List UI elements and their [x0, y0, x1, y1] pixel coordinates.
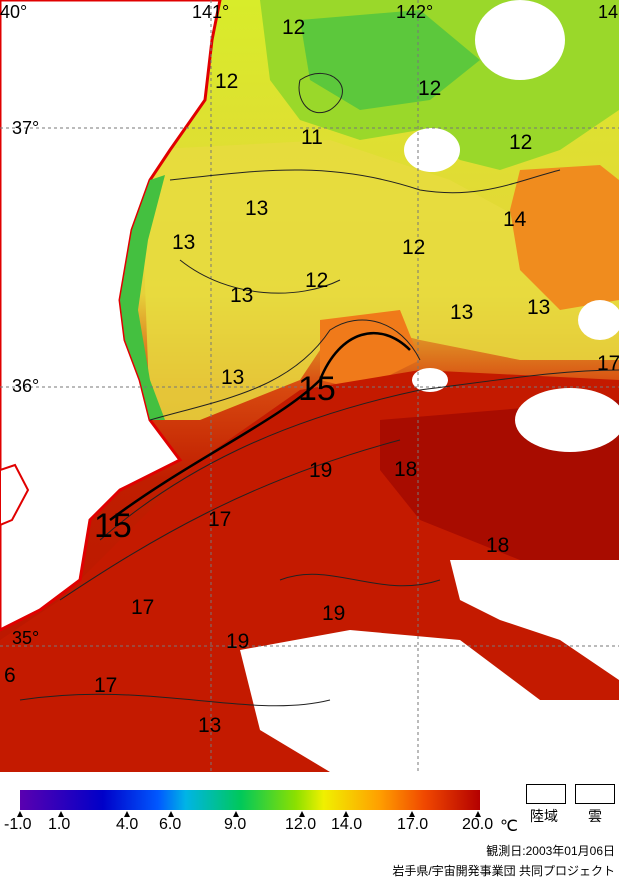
isotherm-label: 13	[230, 284, 254, 307]
isotherm-label: 17	[94, 674, 118, 697]
coastal-green-strip	[120, 175, 165, 420]
scale-tick	[58, 811, 64, 817]
scale-label: 14.0	[331, 816, 363, 833]
isotherm-label: 19	[309, 459, 333, 482]
isotherm-label: 12	[305, 269, 329, 292]
scale-label: 17.0	[397, 816, 429, 833]
isotherm-label: 17	[208, 508, 232, 531]
scale-unit: ℃	[500, 818, 518, 835]
lat-label-35: 35°	[12, 628, 40, 648]
isotherm-label: 14	[503, 208, 527, 231]
scale-tick	[168, 811, 174, 817]
isotherm-label: 13	[172, 231, 196, 254]
warm-eddy-ne	[510, 165, 619, 310]
isotherm-label: 17	[131, 596, 155, 619]
scale-tick	[343, 811, 349, 817]
isotherm-label: 15	[298, 370, 336, 408]
scale-label: 1.0	[48, 816, 71, 833]
isotherm-label: 11	[301, 126, 323, 149]
land-key-label: 陸域	[530, 808, 558, 824]
scale-tick	[124, 811, 130, 817]
isotherm-label: 12	[509, 131, 533, 154]
scale-tick	[299, 811, 305, 817]
lon-label-140: 40°	[0, 2, 28, 22]
cloud-key-box	[575, 784, 615, 804]
lat-label-36: 36°	[12, 376, 40, 396]
scale-label: 9.0	[224, 816, 247, 833]
scale-label: -1.0	[4, 816, 32, 833]
isotherm-label: 12	[402, 236, 426, 259]
cloud-key-label: 雲	[588, 808, 602, 824]
lon-label-143: 14	[598, 2, 619, 22]
isotherm-label: 18	[394, 458, 418, 481]
scale-tick	[233, 811, 239, 817]
scale-tick	[475, 811, 481, 817]
isotherm-label: 18	[486, 534, 510, 557]
isotherm-label: 19	[226, 630, 250, 653]
land-chiba	[0, 463, 30, 527]
isotherm-label: 13	[198, 714, 222, 737]
isotherm-label: 12	[282, 16, 306, 39]
scale-tick	[409, 811, 415, 817]
lat-label-37: 37°	[12, 118, 40, 138]
isotherm-label: 12	[215, 70, 239, 93]
isotherm-label: 13	[450, 301, 474, 324]
temperature-color-scale	[20, 790, 480, 810]
isotherm-label: 6	[4, 664, 16, 687]
sea-surface-temperature-map	[0, 0, 619, 772]
lon-label-142: 142°	[396, 2, 434, 22]
isotherm-15	[109, 332, 411, 522]
credit-text: 岩手県/宇宙開発事業団 共同プロジェクト	[392, 864, 615, 878]
scale-label: 12.0	[285, 816, 317, 833]
isotherm-lines	[19, 73, 619, 707]
isotherm-label: 15	[94, 507, 132, 545]
scale-tick	[17, 811, 23, 817]
cloud-areas	[240, 0, 619, 772]
isotherm-label: 13	[221, 366, 245, 389]
isotherm-label: 17	[597, 352, 619, 375]
isotherm-label: 12	[418, 77, 442, 100]
scale-label: 4.0	[116, 816, 139, 833]
lon-label-141: 141°	[192, 2, 230, 22]
cold-water-patch	[300, 10, 480, 110]
isotherm-label: 13	[245, 197, 269, 220]
observation-date: 観測日:2003年01月06日	[486, 844, 615, 858]
land-key-box	[526, 784, 566, 804]
mid-water-zone	[140, 140, 619, 420]
graticule	[0, 0, 619, 772]
isotherm-label: 19	[322, 602, 346, 625]
isotherm-label: 13	[527, 296, 551, 319]
scale-label: 6.0	[159, 816, 182, 833]
scale-label: 20.0	[462, 816, 494, 833]
